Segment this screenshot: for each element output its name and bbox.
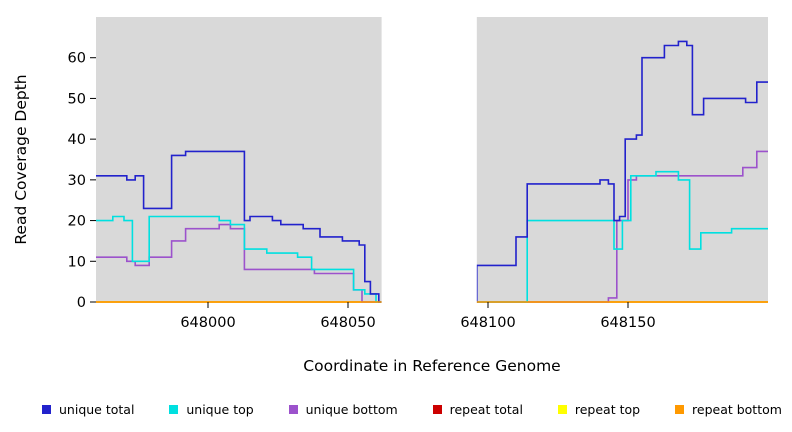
y-tick-label: 40 [68,132,86,148]
legend-label: repeat bottom [692,402,782,417]
y-tick-label: 60 [68,51,86,67]
legend-label: repeat top [574,402,641,417]
legend-item-unique-total: unique total [42,402,134,417]
x-axis-label: Coordinate in Reference Genome [303,357,560,375]
series-line-unique-top [96,170,768,303]
x-tick-label: 648050 [320,315,375,331]
legend-label: unique top [186,402,254,417]
chart-canvas: Coordinate in Reference Genome Read Cove… [12,15,768,375]
y-tick-label: 10 [68,254,86,270]
legend-item-repeat-total: repeat total [432,402,523,417]
legend-item-unique-top: unique top [169,402,254,417]
legend-swatch-icon [169,405,179,414]
legend-swatch-icon [557,405,567,414]
legend: unique total unique top unique bottom repea… [42,402,782,417]
y-tick-label: 0 [77,295,86,311]
no-data-gap [381,15,477,304]
legend-item-repeat-bottom: repeat bottom [675,402,782,417]
y-tick-label: 20 [68,214,86,230]
x-tick-label: 648150 [600,315,655,331]
legend-swatch-icon [42,405,51,414]
x-tick-label: 648100 [460,315,515,331]
y-tick-label: 30 [68,173,86,189]
y-axis-label: Read Coverage Depth [12,74,30,244]
legend-swatch-icon [288,405,298,414]
legend-label: unique total [59,402,135,417]
legend-item-repeat-top: repeat top [557,402,641,417]
legend-swatch-icon [432,405,442,414]
legend-swatch-icon [675,405,685,414]
y-tick-label: 50 [68,91,86,107]
legend-label: unique bottom [305,402,398,417]
x-tick-label: 648000 [180,315,235,331]
legend-item-unique-bottom: unique bottom [288,402,398,417]
legend-label: repeat total [449,402,523,417]
